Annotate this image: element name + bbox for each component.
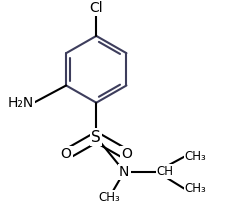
Text: CH₃: CH₃ xyxy=(98,191,119,204)
Text: CH₃: CH₃ xyxy=(184,150,205,163)
Text: N: N xyxy=(119,165,129,179)
Text: CH₃: CH₃ xyxy=(184,182,205,195)
Text: O: O xyxy=(120,147,131,161)
Text: Cl: Cl xyxy=(89,1,103,15)
Text: O: O xyxy=(61,147,71,161)
Text: S: S xyxy=(91,130,101,145)
Text: H₂N: H₂N xyxy=(8,96,34,110)
Text: CH: CH xyxy=(156,165,173,178)
